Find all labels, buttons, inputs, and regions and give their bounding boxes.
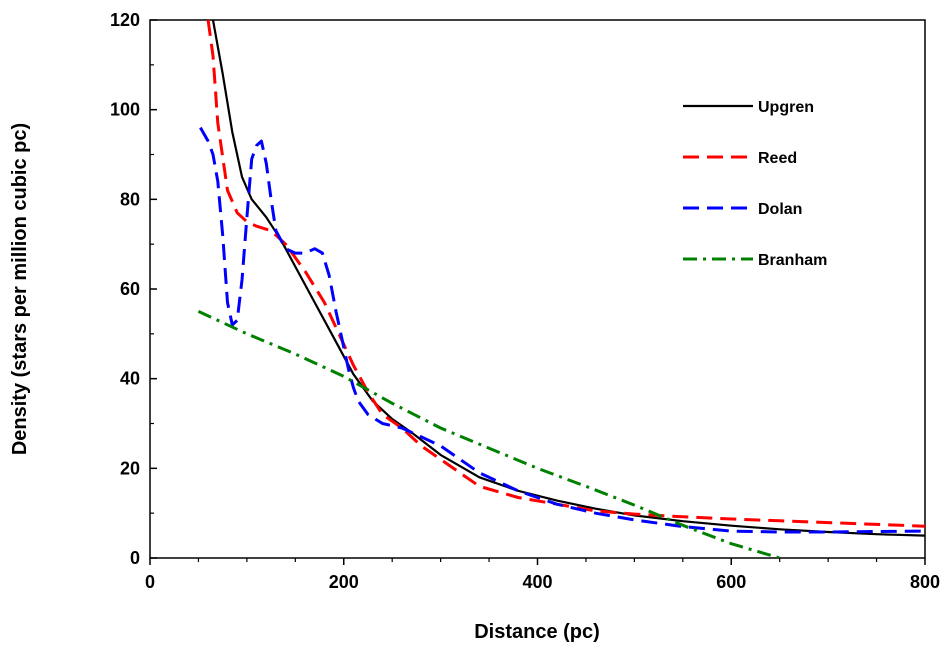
x-tick-label: 200 (329, 572, 359, 592)
legend: Upgren Reed Dolan Branham (683, 99, 827, 269)
series-line-branham (197, 310, 781, 558)
x-axis-ticks: 0 200 400 600 800 (145, 558, 940, 592)
y-tick-label: 100 (110, 100, 140, 120)
y-tick-label: 60 (120, 279, 140, 299)
x-axis-title: Distance (pc) (474, 621, 600, 643)
y-axis-ticks: 0 20 40 60 80 100 120 (110, 10, 157, 568)
y-tick-label: 120 (110, 10, 140, 30)
x-tick-label: 800 (910, 572, 940, 592)
legend-label-upgren: Upgren (758, 99, 814, 116)
y-tick-label: 40 (120, 369, 140, 389)
series-line-dolan (199, 126, 925, 534)
series-line-reed (206, 20, 925, 528)
legend-label-branham: Branham (758, 252, 827, 269)
series-line-upgren (211, 20, 925, 537)
y-axis-title: Density (stars per million cubic pc) (9, 123, 31, 455)
y-tick-label: 80 (120, 189, 140, 209)
series-lines (197, 20, 925, 558)
x-tick-label: 600 (716, 572, 746, 592)
legend-label-reed: Reed (758, 150, 797, 167)
y-tick-label: 0 (130, 548, 140, 568)
legend-label-dolan: Dolan (758, 201, 802, 218)
x-tick-label: 400 (522, 572, 552, 592)
x-tick-label: 0 (145, 572, 155, 592)
y-tick-label: 20 (120, 458, 140, 478)
